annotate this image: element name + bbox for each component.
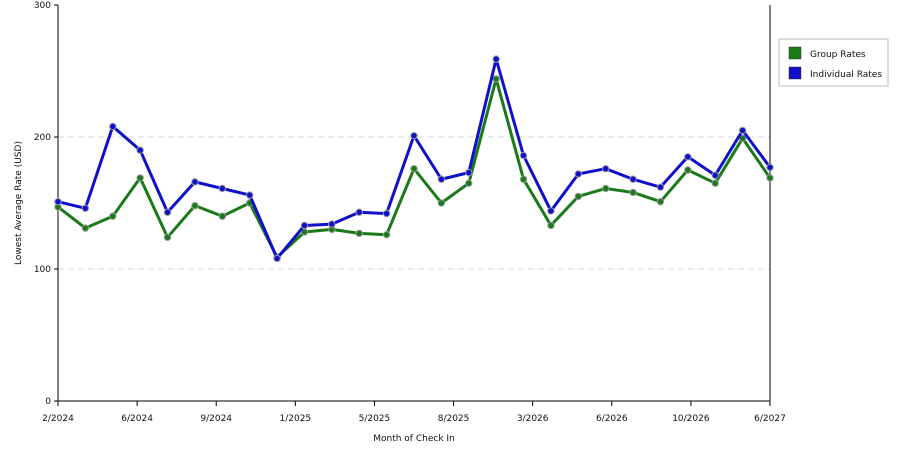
series-1-point-26: [766, 163, 774, 172]
series-1-point-16: [492, 55, 500, 63]
series-0-point-17: [519, 175, 528, 183]
series-0-point-26: [766, 174, 774, 182]
series-1-point-21: [629, 175, 637, 183]
series-1: [54, 55, 774, 263]
x-axis-title: Month of Check In: [373, 434, 455, 444]
series-0-point-18: [547, 221, 555, 230]
series-1-point-20: [601, 164, 610, 173]
y-axis-title: Lowest Average Rate (USD): [14, 141, 24, 265]
series-0-point-22: [656, 197, 665, 206]
series-0-point-14: [437, 199, 446, 207]
series-0-point-5: [191, 201, 199, 210]
series-0-point-13: [410, 164, 418, 173]
series-0-point-12: [382, 230, 391, 239]
series-0-point-21: [629, 188, 637, 197]
legend-label-individual-rates: Individual Rates: [810, 70, 882, 80]
series-1-point-2: [109, 122, 117, 131]
x-tick-label-3: 1/2025: [279, 414, 311, 424]
series-1-point-9: [300, 221, 309, 230]
series-1-point-6: [218, 184, 227, 193]
y-tick-label-2: 200: [34, 133, 51, 143]
series-0-point-24: [711, 179, 719, 187]
data-series: [54, 55, 774, 263]
series-1-point-14: [437, 175, 446, 183]
legend: Group Rates Individual Rates: [778, 38, 889, 87]
series-0-point-16: [492, 75, 500, 83]
x-tick-label-1: 6/2024: [121, 414, 153, 424]
series-1-point-10: [328, 220, 336, 228]
series-1-point-13: [410, 131, 418, 140]
series-0-point-20: [601, 184, 610, 193]
series-1-point-23: [684, 153, 692, 161]
series-0-point-6: [218, 212, 227, 220]
series-1-point-5: [191, 178, 199, 186]
x-tick-label-8: 10/2026: [672, 414, 710, 424]
series-1-point-19: [574, 170, 583, 178]
series-0-point-1: [81, 224, 90, 232]
series-0-point-11: [355, 229, 363, 238]
series-1-point-24: [711, 171, 719, 179]
x-tick-label-7: 6/2026: [596, 414, 628, 424]
series-1-point-4: [163, 208, 172, 216]
series-0: [54, 75, 774, 261]
x-tick-label-6: 3/2026: [517, 414, 549, 424]
series-0-point-2: [109, 212, 117, 220]
series-1-point-25: [738, 126, 747, 135]
series-1-point-11: [355, 208, 363, 216]
x-tick-label-9: 6/2027: [754, 414, 786, 424]
legend-swatch-individual-rates: [788, 66, 802, 80]
series-0-point-23: [684, 166, 692, 174]
x-tick-label-0: 2/2024: [42, 414, 74, 424]
series-0-point-4: [163, 233, 172, 242]
series-1-point-15: [465, 168, 473, 177]
series-1-point-17: [519, 151, 528, 160]
y-tick-label-3: 300: [34, 1, 51, 11]
x-tick-label-4: 5/2025: [359, 414, 391, 424]
y-ticks: 0 100 200 300: [34, 1, 58, 407]
series-1-point-0: [54, 197, 62, 206]
series-1-point-1: [81, 204, 90, 212]
y-tick-label-0: 0: [45, 397, 51, 407]
legend-label-group-rates: Group Rates: [810, 50, 866, 60]
series-1-point-12: [382, 209, 391, 218]
series-1-point-7: [245, 191, 254, 199]
x-ticks: 2/2024 6/2024 9/2024 1/2025 5/2025 8/2025 3/20…: [42, 401, 786, 424]
y-tick-label-1: 100: [34, 265, 51, 275]
series-0-point-19: [574, 192, 583, 201]
legend-swatch-group-rates: [788, 46, 802, 60]
series-1-point-22: [656, 183, 665, 191]
series-0-point-3: [136, 174, 144, 182]
x-tick-label-5: 8/2025: [438, 414, 470, 424]
x-tick-label-2: 9/2024: [200, 414, 232, 424]
series-1-point-18: [547, 207, 555, 215]
series-0-point-15: [465, 179, 473, 187]
series-1-point-3: [136, 146, 144, 154]
series-1-point-8: [273, 254, 281, 263]
